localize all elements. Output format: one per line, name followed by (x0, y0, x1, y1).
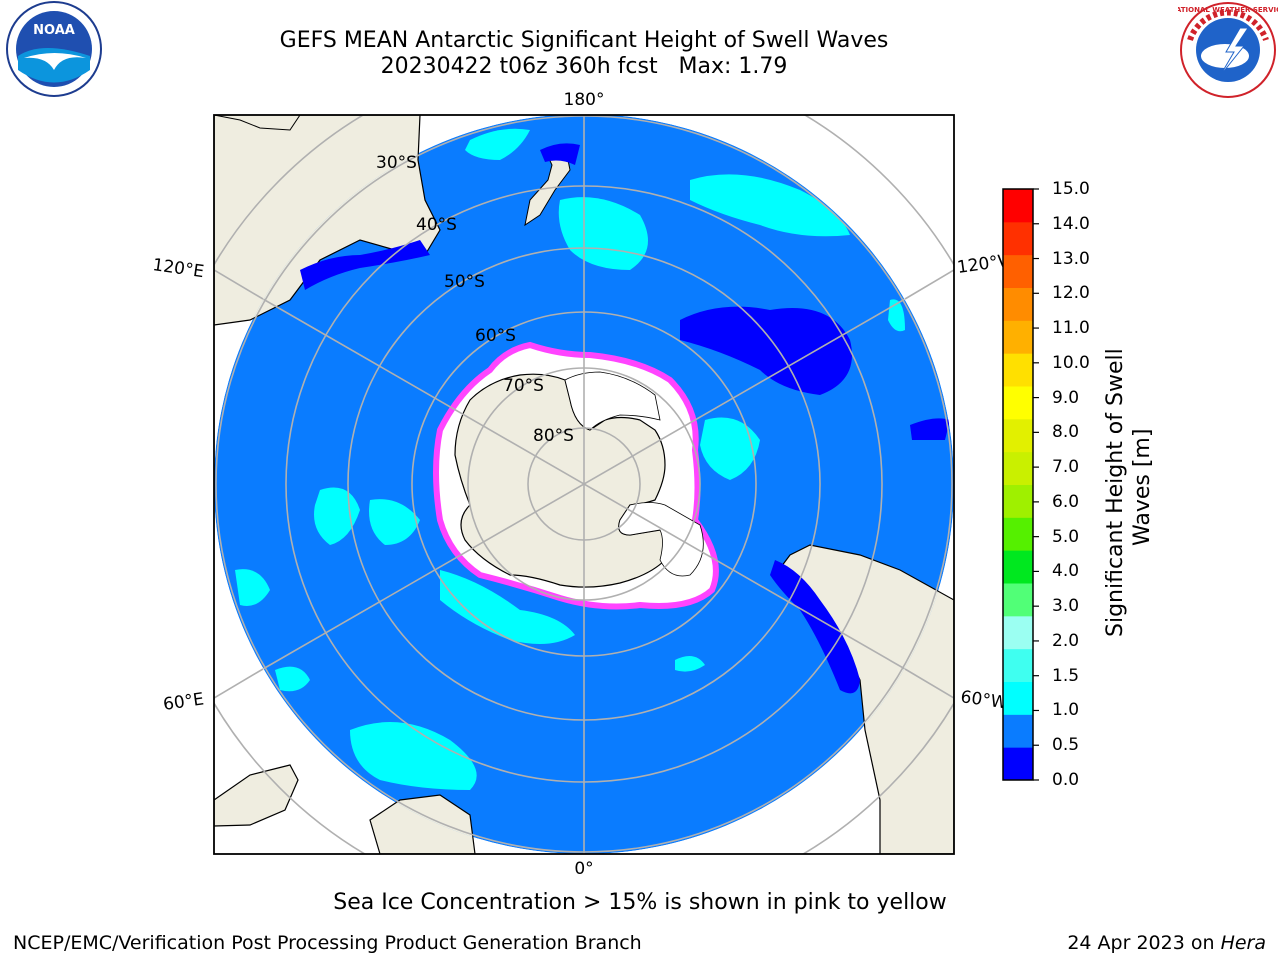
colorbar-segment (1003, 189, 1033, 223)
colorbar-tick-label: 7.0 (1052, 457, 1080, 478)
colorbar-tick-label: 3.0 (1052, 596, 1080, 617)
map-frame (213, 114, 955, 855)
colorbar-tick-label: 0.0 (1052, 770, 1080, 790)
tasmania-nz-landmass (214, 115, 301, 131)
latitude-labels: 30°S 40°S 50°S 60°S 70°S 80°S (376, 153, 574, 446)
colorbar-title-line2: Waves [m] (1130, 428, 1155, 546)
colorbar-segment (1003, 451, 1033, 485)
colorbar-segment (1003, 747, 1033, 781)
colorbar-segment (1003, 254, 1033, 288)
colorbar-segment (1003, 583, 1033, 617)
colorbar-tick-label: 14.0 (1052, 213, 1090, 234)
lon-label-60w: 60°W (959, 687, 1008, 713)
colorbar-tick-label: 1.5 (1052, 665, 1080, 686)
colorbar-tick-label: 12.0 (1052, 283, 1090, 304)
colorbar-segment (1003, 484, 1033, 518)
colorbar-tick-label: 1.0 (1052, 700, 1080, 721)
lon-label-180: 180° (564, 90, 605, 110)
colorbar-segment (1003, 386, 1033, 420)
colorbar-segment (1003, 681, 1033, 715)
colorbar-tick-label: 9.0 (1052, 387, 1080, 408)
noaa-logo: NOAA (6, 1, 102, 97)
noaa-logo-text: NOAA (33, 23, 75, 38)
colorbar-segment (1003, 550, 1033, 584)
colorbar-tick-label: 13.0 (1052, 248, 1090, 269)
nws-logo: NATIONAL WEATHER SERVICE (1178, 2, 1278, 98)
lon-label-60e: 60°E (162, 689, 205, 714)
colorbar-segment (1003, 320, 1033, 354)
footer-date: 24 Apr 2023 on Hera (1067, 932, 1266, 954)
footer-credit: NCEP/EMC/Verification Post Processing Pr… (13, 932, 642, 954)
plot-subtitle: 20230422 t06z 360h fcst Max: 1.79 (380, 54, 788, 79)
colorbar-tick-label: 5.0 (1052, 526, 1080, 547)
colorbar-tick-label: 2.0 (1052, 630, 1080, 651)
lat-label-60: 60°S (475, 326, 516, 346)
meridian-60e-ext (214, 668, 264, 699)
colorbar-segment (1003, 287, 1033, 321)
colorbar-segment (1003, 221, 1033, 256)
colorbar-tick-label: 6.0 (1052, 491, 1080, 512)
lat-label-80: 80°S (533, 426, 574, 446)
graticule (215, 115, 953, 854)
ice-shelf-weddell (618, 502, 704, 577)
colorbar-segment (1003, 517, 1033, 551)
meridian-120e-ext (214, 269, 264, 300)
colorbar-tick-label: 10.0 (1052, 352, 1090, 373)
mid-swell-areas (235, 128, 905, 790)
madagascar-landmass (214, 764, 299, 827)
footer-date-text: 24 Apr 2023 on (1067, 932, 1221, 954)
meridian-120w-ext (904, 269, 954, 300)
colorbar-tick-label: 8.0 (1052, 422, 1080, 443)
lat-label-70: 70°S (503, 376, 544, 396)
meridian-60w-ext (904, 668, 954, 699)
colorbar-segment (1003, 648, 1033, 682)
lon-label-120e: 120°E (151, 255, 205, 282)
lat-label-40: 40°S (416, 215, 457, 235)
meridian-60e-120w (262, 298, 906, 670)
lat-label-30: 30°S (376, 153, 417, 173)
map-panel: 30°S 40°S 50°S 60°S 70°S 80°S (214, 115, 954, 854)
colorbar-frame (1002, 188, 1034, 781)
colorbar-segment (1003, 353, 1033, 387)
sea-ice-note: Sea Ice Concentration > 15% is shown in … (333, 890, 947, 915)
colorbar-segment (1003, 615, 1033, 650)
graticule-outer (214, 115, 954, 854)
colorbar-tick-label: 11.0 (1052, 318, 1090, 339)
colorbar-tick-label: 0.5 (1052, 735, 1080, 756)
lon-label-0: 0° (574, 859, 593, 879)
colorbar-segment (1003, 714, 1033, 748)
plot-title: GEFS MEAN Antarctic Significant Height o… (279, 28, 889, 53)
colorbar-tick-label: 15.0 (1052, 179, 1090, 199)
colorbar-tick-label: 4.0 (1052, 561, 1080, 582)
colorbar (1002, 188, 1039, 781)
lat-label-50: 50°S (444, 272, 485, 292)
footer-host: Hera (1220, 932, 1266, 954)
nws-logo-text: NATIONAL WEATHER SERVICE (1178, 6, 1278, 14)
colorbar-segment (1003, 418, 1033, 453)
colorbar-title-line1: Significant Height of Swell (1103, 348, 1128, 637)
